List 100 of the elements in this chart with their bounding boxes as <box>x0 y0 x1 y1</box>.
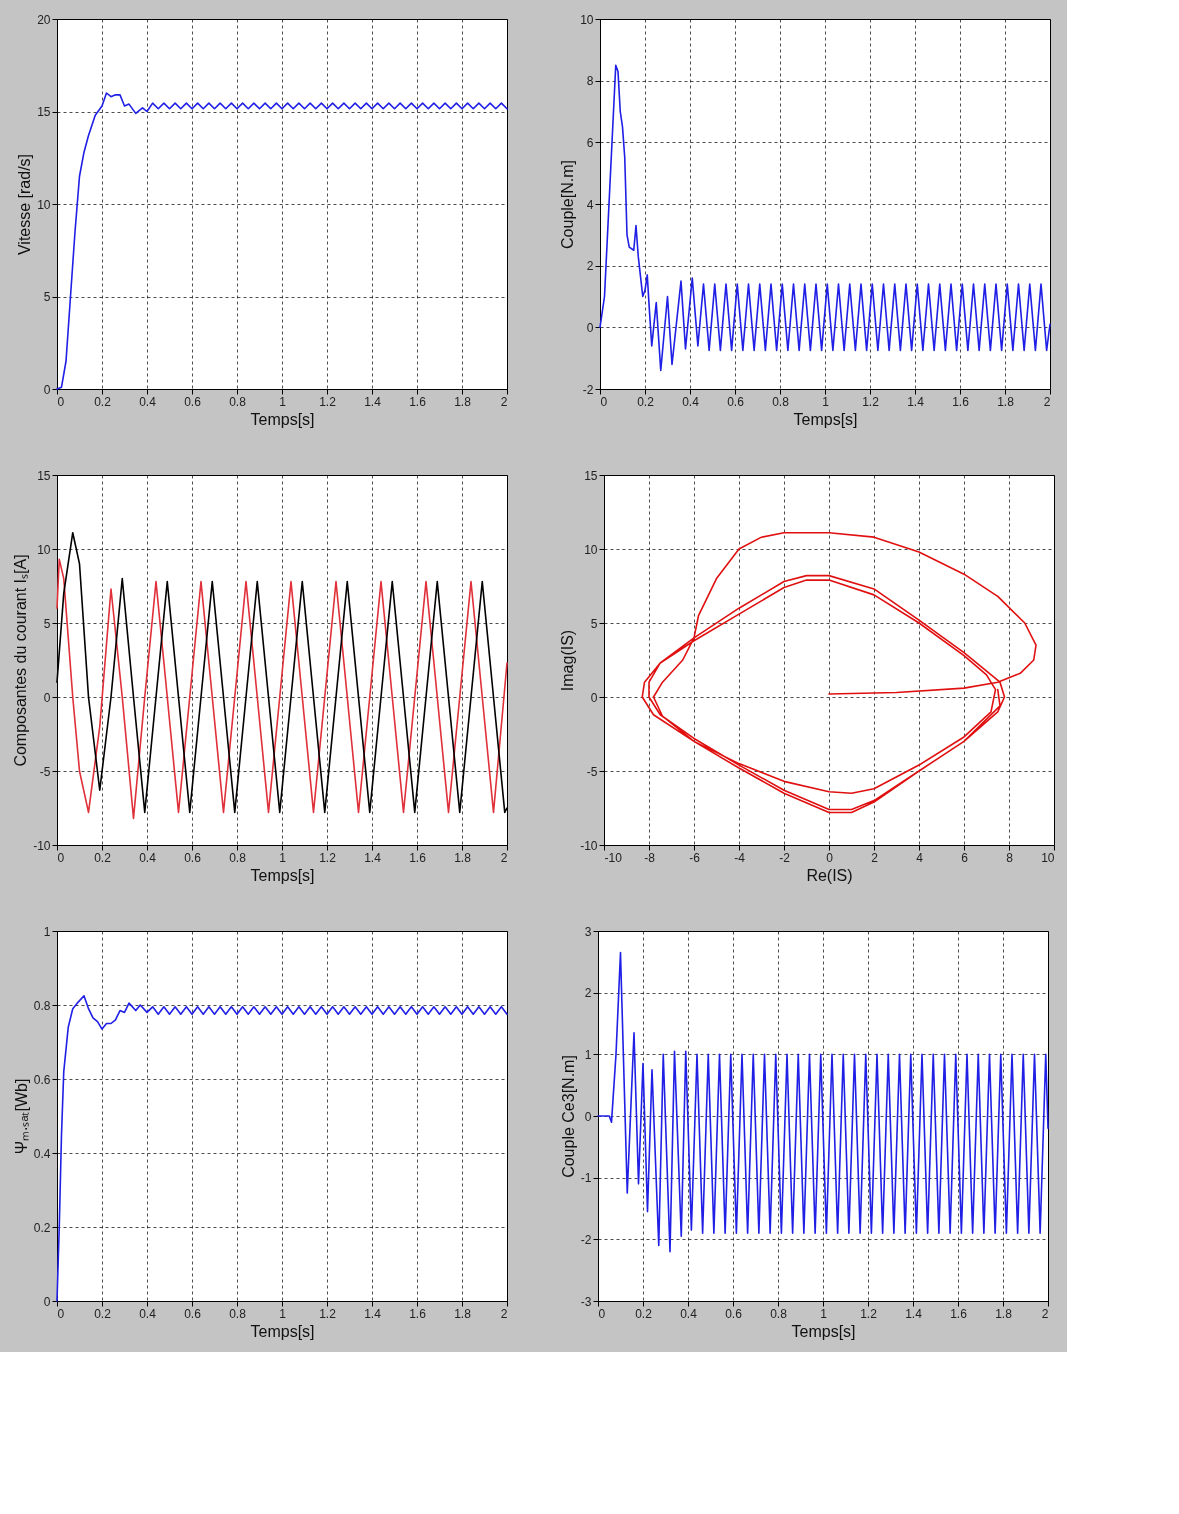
y-tick-label: 10 <box>580 12 594 27</box>
y-tick-label: 15 <box>584 468 598 483</box>
y-axis-title: Imag(IS) <box>559 629 577 692</box>
x-tick-label: 2 <box>500 1306 508 1321</box>
x-tick-label: -10 <box>604 850 623 865</box>
y-tick-label: 0 <box>590 690 598 705</box>
x-tick-label: 1.2 <box>319 394 337 409</box>
y-tick-label: 0 <box>43 382 51 397</box>
x-tick-label: 1.2 <box>319 850 337 865</box>
x-tick-label: 1.6 <box>952 394 970 409</box>
x-tick-label: 0.6 <box>184 850 202 865</box>
x-tick-label: 0.8 <box>229 850 247 865</box>
y-tick-label: 10 <box>37 197 51 212</box>
line-series <box>641 531 1037 814</box>
x-tick-label: 1.2 <box>319 1306 337 1321</box>
y-tick-label: 3 <box>584 924 592 939</box>
x-tick-label: 2 <box>500 394 508 409</box>
y-tick-label: 4 <box>586 197 594 212</box>
x-tick-label: 0.2 <box>635 1306 653 1321</box>
x-tick-label: 2 <box>1041 1306 1049 1321</box>
x-tick-label: 0.4 <box>682 394 700 409</box>
x-tick-label: 2 <box>500 850 508 865</box>
y-tick-label: -1 <box>580 1171 592 1186</box>
x-tick-label: 0.2 <box>94 1306 112 1321</box>
x-axis-title: Re(IS) <box>806 866 853 884</box>
x-tick-label: -4 <box>734 850 746 865</box>
x-tick-label: 0 <box>57 1306 65 1321</box>
x-tick-label: 1.6 <box>409 1306 427 1321</box>
x-tick-label: 1.2 <box>862 394 880 409</box>
y-tick-label: 5 <box>590 616 598 631</box>
x-tick-label: 1 <box>820 1306 828 1321</box>
x-tick-label: 0 <box>826 850 834 865</box>
x-tick-label: 1 <box>822 394 830 409</box>
y-tick-label: 1 <box>43 924 51 939</box>
y-tick-label: 20 <box>37 12 51 27</box>
x-tick-label: 0.2 <box>94 394 112 409</box>
y-tick-label: -10 <box>580 838 598 853</box>
y-tick-label: 0.8 <box>33 998 51 1013</box>
x-tick-label: 0.6 <box>184 394 202 409</box>
y-axis-title: Couple[N.m] <box>559 160 577 249</box>
x-tick-label: 0.6 <box>184 1306 202 1321</box>
x-tick-label: 1.8 <box>997 394 1015 409</box>
x-tick-label: 1.6 <box>409 394 427 409</box>
y-tick-label: 0.4 <box>33 1146 51 1161</box>
x-tick-label: 0.4 <box>139 1306 157 1321</box>
x-tick-label: 0 <box>600 394 608 409</box>
x-tick-label: 0.4 <box>139 850 157 865</box>
x-tick-label: 1.8 <box>454 394 472 409</box>
x-tick-label: 0.6 <box>727 394 745 409</box>
y-tick-label: 15 <box>37 105 51 119</box>
y-tick-label: -2 <box>580 1232 592 1247</box>
y-tick-label: 1 <box>584 1047 592 1062</box>
x-tick-label: 8 <box>1006 850 1014 865</box>
x-tick-label: 0.2 <box>94 850 112 865</box>
x-tick-label: 0 <box>57 850 65 865</box>
x-tick-label: 10 <box>1041 850 1055 865</box>
y-tick-label: 2 <box>584 986 592 1001</box>
x-tick-label: 1.4 <box>364 850 382 865</box>
x-tick-label: 0.8 <box>772 394 790 409</box>
x-tick-label: 1.4 <box>905 1306 923 1321</box>
y-tick-label: 10 <box>584 542 598 557</box>
y-tick-label: 0 <box>43 690 51 705</box>
x-tick-label: 1.4 <box>907 394 925 409</box>
x-tick-label: 2 <box>871 850 879 865</box>
y-tick-label: 5 <box>43 616 51 631</box>
x-tick-label: -6 <box>689 850 701 865</box>
y-tick-label: 6 <box>586 135 594 150</box>
x-tick-label: 1.6 <box>409 850 427 865</box>
y-tick-label: -2 <box>582 382 594 397</box>
y-axis-title: Ψₘ.ₛₐₜ[Wb] <box>12 1078 30 1155</box>
line-series <box>56 92 508 390</box>
x-tick-label: -2 <box>779 850 791 865</box>
x-tick-label: 0.8 <box>770 1306 788 1321</box>
x-tick-label: 1 <box>279 850 287 865</box>
x-tick-label: 1.2 <box>860 1306 878 1321</box>
y-axis-title: Composantes du courant Iₛ[A] <box>12 554 30 767</box>
x-axis-title: Temps[s] <box>250 1322 315 1340</box>
x-tick-label: 1.4 <box>364 1306 382 1321</box>
y-tick-label: 15 <box>37 468 51 483</box>
x-axis-title: Temps[s] <box>793 410 858 428</box>
y-tick-label: 8 <box>586 74 594 89</box>
y-tick-label: 0 <box>584 1109 592 1124</box>
x-tick-label: 0.2 <box>637 394 655 409</box>
x-axis-title: Temps[s] <box>250 866 315 884</box>
x-tick-label: 0 <box>57 394 65 409</box>
y-tick-label: 5 <box>43 290 51 304</box>
x-tick-label: 0.4 <box>139 394 157 409</box>
x-tick-label: 1 <box>279 1306 287 1321</box>
x-axis-title: Temps[s] <box>250 410 315 428</box>
line-series <box>56 994 508 1302</box>
x-axis-title: Temps[s] <box>791 1322 856 1340</box>
x-tick-label: 1.8 <box>454 850 472 865</box>
y-tick-label: 0 <box>586 320 594 335</box>
x-tick-label: 2 <box>1043 394 1051 409</box>
y-tick-label: -3 <box>580 1294 592 1309</box>
x-tick-label: 1.4 <box>364 394 382 409</box>
y-tick-label: -5 <box>39 764 51 779</box>
x-tick-label: 4 <box>916 850 924 865</box>
x-tick-label: 6 <box>961 850 969 865</box>
line-series <box>597 951 1049 1253</box>
